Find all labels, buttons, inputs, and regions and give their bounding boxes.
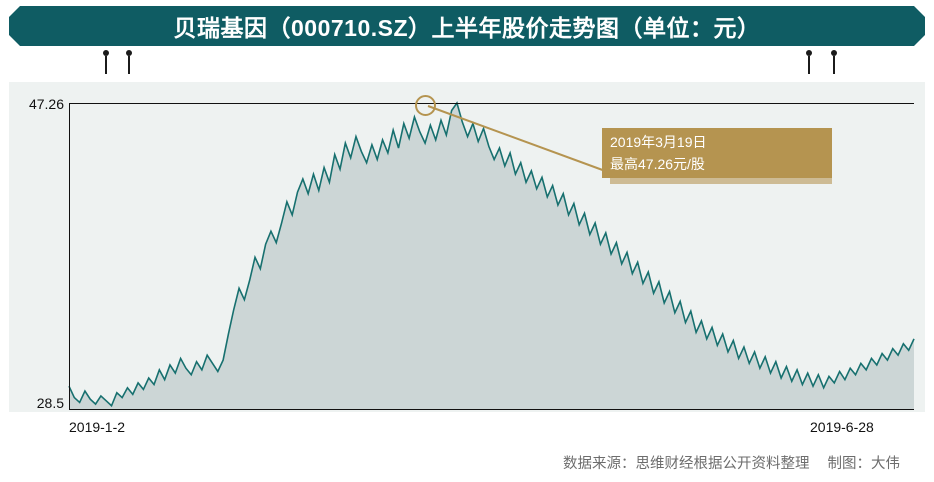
x-axis-tick-start: 2019-1-2	[69, 419, 126, 435]
x-axis-tick-end: 2019-6-28	[810, 419, 874, 435]
banner-corner-bl	[9, 35, 20, 46]
annotation-text: 2019年3月19日 最高47.26元/股	[610, 131, 830, 175]
chart-y-axis-line	[69, 103, 70, 410]
y-axis-tick-max: 47.26	[28, 96, 64, 112]
pushpin-icon-4	[831, 50, 837, 74]
footer: 数据来源：思维财经根据公开资料整理 制图：大伟	[0, 452, 934, 473]
chart-top-axis-line	[69, 103, 914, 104]
y-axis-tick-min: 28.5	[36, 395, 64, 411]
pushpin-icon-3	[806, 50, 812, 74]
page-title-banner: 贝瑞基因（000710.SZ）上半年股价走势图（单位：元）	[9, 6, 925, 46]
annotation-line-1: 2019年3月19日	[610, 134, 707, 150]
chart-bottom-axis-line	[69, 409, 914, 410]
pushpin-icon-2	[126, 50, 132, 74]
footer-credit: 制图：大伟	[827, 456, 901, 472]
banner-corner-tl	[9, 6, 20, 17]
banner-corner-br	[914, 35, 925, 46]
annotation-line-2: 最高47.26元/股	[610, 156, 705, 172]
annotation-box	[602, 128, 832, 184]
pushpin-icon-1	[103, 50, 109, 74]
page-title: 贝瑞基因（000710.SZ）上半年股价走势图（单位：元）	[173, 15, 761, 41]
high-point-circle-icon	[415, 95, 436, 116]
banner-corner-tr	[914, 6, 925, 17]
footer-source: 数据来源：思维财经根据公开资料整理	[562, 456, 810, 472]
